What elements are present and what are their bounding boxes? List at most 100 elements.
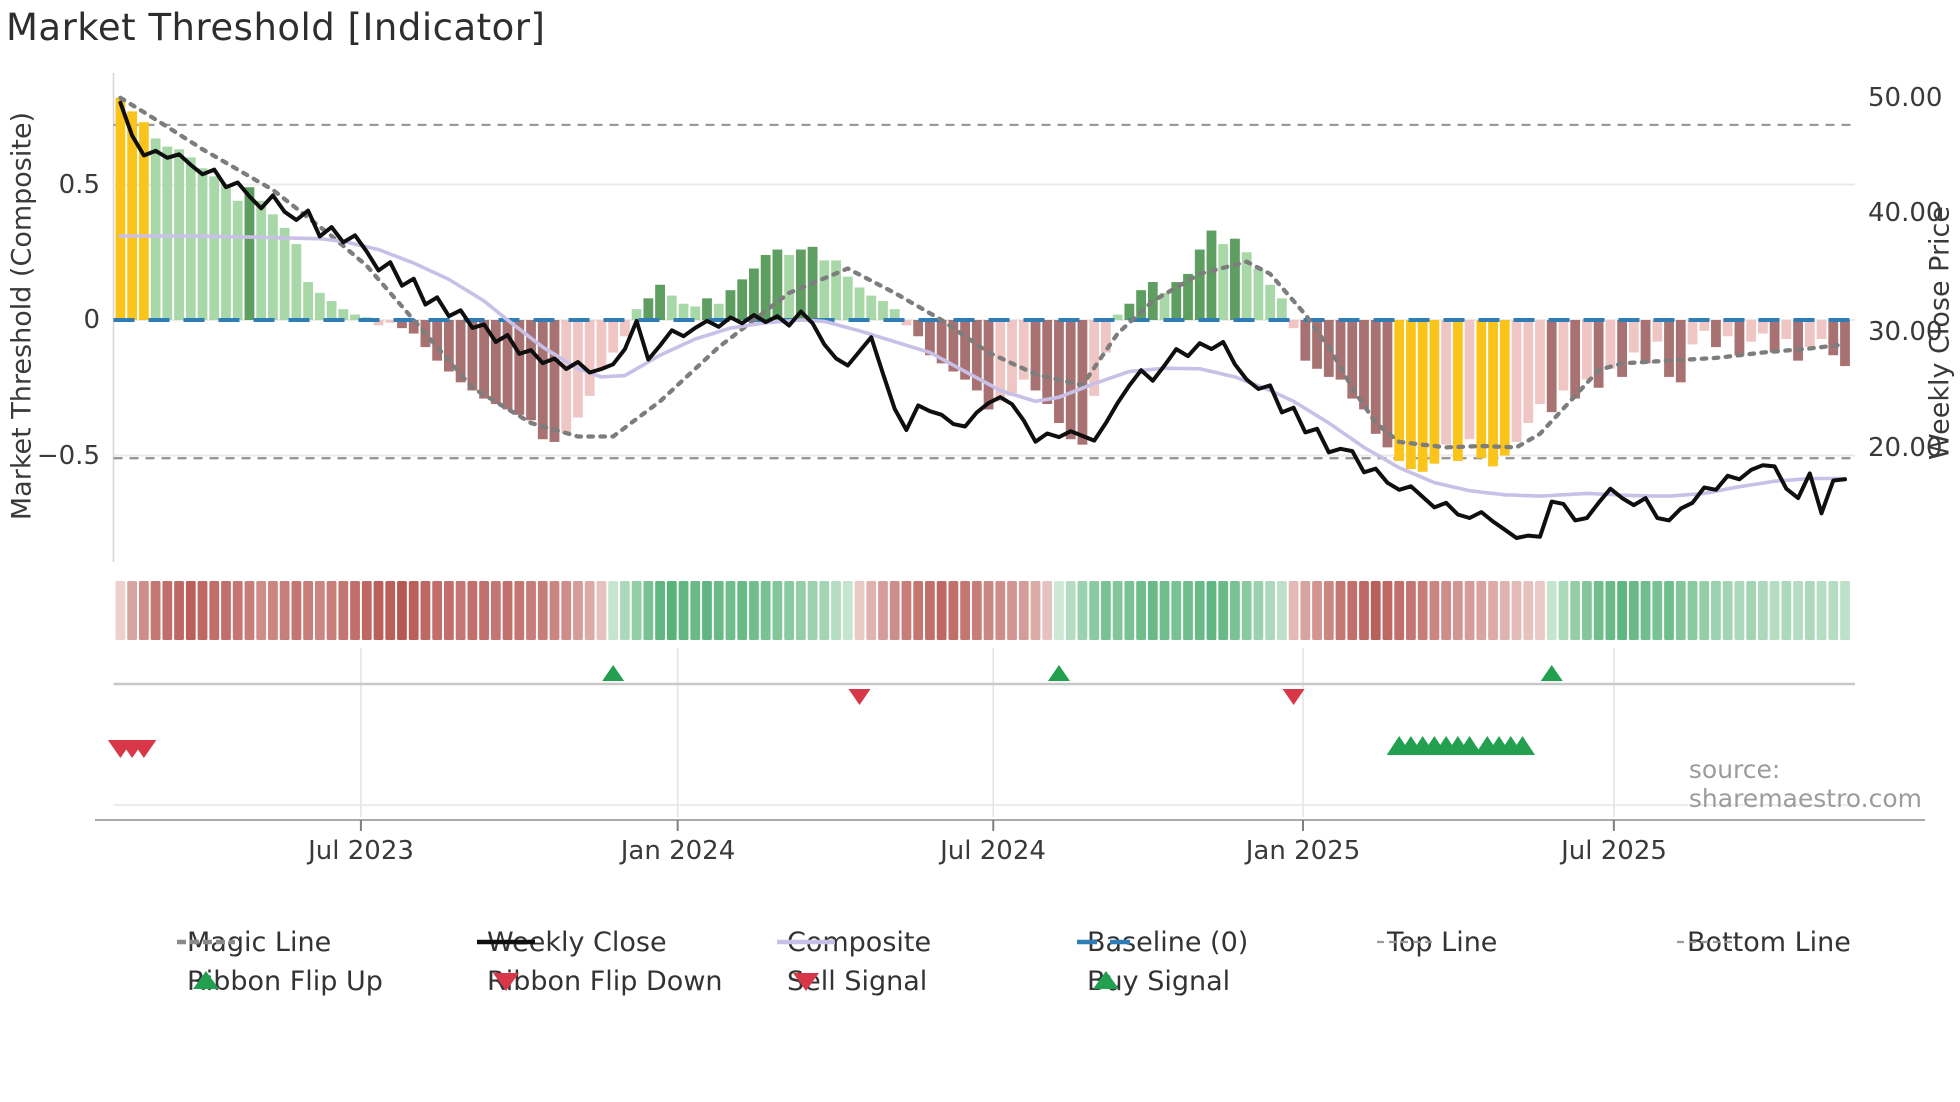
histogram-bar [1030,320,1041,391]
histogram-bar [561,320,572,434]
histogram-bar [1183,273,1193,320]
histogram-bar [1335,320,1346,380]
ribbon-bar [526,581,536,640]
ribbon-bar [1582,581,1592,640]
histogram-bar [1276,298,1287,320]
ribbon-bar [1194,581,1205,640]
histogram-bar [1042,320,1053,405]
histogram-bar [185,157,196,320]
ribbon-bar [1030,581,1041,640]
histogram-bar [1722,320,1733,337]
ribbon-bar [1218,581,1229,640]
histogram-bar [1675,320,1686,383]
ribbon-bar [1746,581,1757,640]
histogram-bar [1840,320,1850,367]
x-axis-tick: Jul 2024 [940,836,1046,866]
histogram-bar [725,290,736,320]
histogram-bar [831,260,841,320]
ribbon-bar [1124,581,1135,640]
ribbon-bar [1089,581,1100,640]
histogram-bar [1241,252,1252,320]
ribbon-bar [1394,581,1405,640]
ribbon-bar [1300,581,1311,640]
legend-label: Ribbon Flip Up [187,965,383,997]
ribbon-bar [784,581,795,640]
ribbon-bar [1511,581,1522,640]
histogram-bar [1159,292,1170,320]
histogram-bar [1558,320,1569,391]
ribbon-bar [1605,581,1616,640]
ribbon-bar [1042,581,1053,640]
ribbon-bar [338,581,349,640]
histogram-bar [1687,320,1698,345]
histogram-bar [1664,320,1674,377]
legend-item-ribbon-flip-up[interactable]: Ribbon Flip Up [175,965,383,997]
ribbon-bar [1816,581,1827,640]
histogram-bar [1816,320,1827,339]
ribbon-bar [655,581,665,640]
histogram-bar [385,320,396,323]
right-axis-tick: 40.00 [1868,198,1943,228]
ribbon-bar [1323,581,1334,640]
histogram-bar [960,320,971,380]
legend-item-baseline-0-[interactable]: Baseline (0) [1075,926,1248,958]
ribbon-bar [115,581,126,640]
histogram-bar [291,244,302,320]
legend-item-top-line[interactable]: Top Line [1375,926,1497,958]
ribbon-bar [948,581,959,640]
legend-item-weekly-close[interactable]: Weekly Close [475,926,667,958]
histogram-bar [1523,320,1534,423]
x-axis-tick: Jan 2024 [620,836,736,866]
ribbon-bar [713,581,724,640]
legend-swatch-dash-dots-icon [177,939,235,945]
histogram-bar [549,320,560,442]
legend-item-sell-signal[interactable]: Sell Signal [775,965,927,997]
histogram-bar [889,309,900,320]
histogram-bar [784,254,795,320]
ribbon-bar [807,581,818,640]
ribbon-bar [455,581,466,640]
ribbon-bar [174,581,184,640]
histogram-bar [608,320,619,353]
ribbon-bar [1253,581,1264,640]
left-axis-tick: 0 [83,305,100,335]
histogram-bar [983,320,994,410]
legend-item-buy-signal[interactable]: Buy Signal [1075,965,1230,997]
ribbon-bar [1159,581,1170,640]
histogram-bar [303,282,314,320]
histogram-bar [819,260,830,320]
ribbon-bar [1675,581,1686,640]
ribbon-bar [1230,581,1240,640]
histogram-bar [1007,320,1017,396]
ribbon-bar [925,581,935,640]
histogram-bar [1711,320,1721,348]
ribbon-bar [1370,581,1381,640]
ribbon-bar [1077,581,1088,640]
ribbon-bar [1476,581,1487,640]
ribbon-bar [702,581,712,640]
ribbon-bar [1018,581,1029,640]
ribbon-bar [138,581,149,640]
legend-item-ribbon-flip-down[interactable]: Ribbon Flip Down [475,965,723,997]
ribbon-bar [361,581,372,640]
histogram-bar [432,320,443,361]
ribbon-bar [725,581,736,640]
legend-item-composite[interactable]: Composite [775,926,931,958]
histogram-bar [878,301,888,320]
histogram-bar [854,287,865,320]
left-axis-title: Market Threshold (Composite) [6,111,38,521]
legend-item-magic-line[interactable]: Magic Line [175,926,331,958]
legend-item-bottom-line[interactable]: Bottom Line [1675,926,1851,958]
ribbon-bar [256,581,267,640]
histogram-bar [678,303,689,320]
histogram-bar [655,284,665,320]
ribbon-bar [1312,581,1322,640]
ribbon-bar [209,581,220,640]
histogram-bar [1100,320,1111,353]
histogram-bar [1253,268,1264,320]
right-axis-tick: 50.00 [1868,83,1943,113]
ribbon-bar [279,581,290,640]
source-credit: source: sharemaestro.com [1688,755,1922,813]
